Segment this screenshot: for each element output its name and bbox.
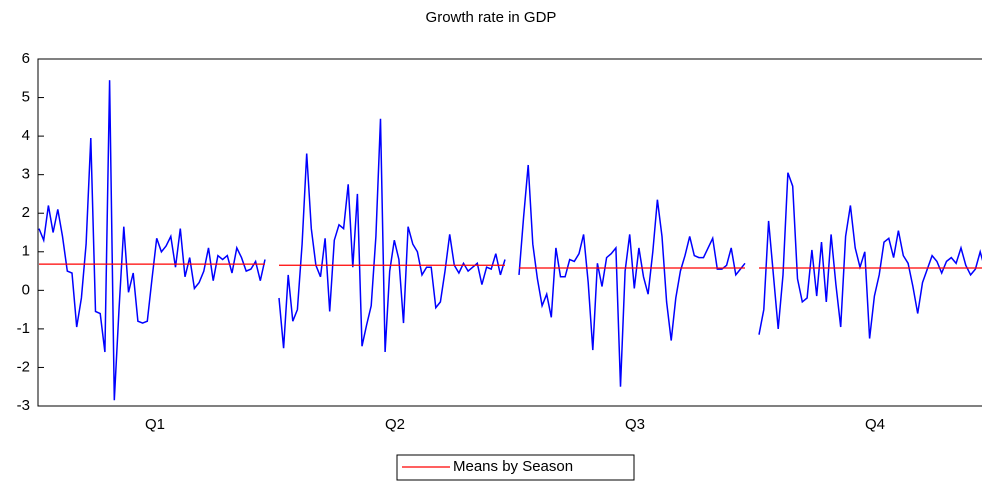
y-tick-label: -1 xyxy=(17,320,30,337)
season-line xyxy=(278,118,506,353)
x-tick-label: Q1 xyxy=(145,416,165,433)
season-line xyxy=(38,80,266,401)
x-tick-label: Q3 xyxy=(625,416,645,433)
y-tick-label: 0 xyxy=(22,281,30,298)
chart-title: Growth rate in GDP xyxy=(426,9,557,26)
plot-frame xyxy=(37,58,982,407)
y-tick-label: 6 xyxy=(22,50,30,67)
y-tick-label: -3 xyxy=(17,397,30,414)
plot-area xyxy=(38,80,982,401)
season-line xyxy=(758,172,982,339)
y-tick-label: 1 xyxy=(22,243,30,260)
y-tick-label: 5 xyxy=(22,89,30,106)
y-tick-label: 2 xyxy=(22,204,30,221)
legend-label: Means by Season xyxy=(453,458,573,475)
y-tick-label: 3 xyxy=(22,166,30,183)
season-line xyxy=(518,164,746,387)
x-tick-label: Q2 xyxy=(385,416,405,433)
y-tick-label: -2 xyxy=(17,358,30,375)
y-tick-label: 4 xyxy=(22,127,30,144)
x-tick-label: Q4 xyxy=(865,416,885,433)
